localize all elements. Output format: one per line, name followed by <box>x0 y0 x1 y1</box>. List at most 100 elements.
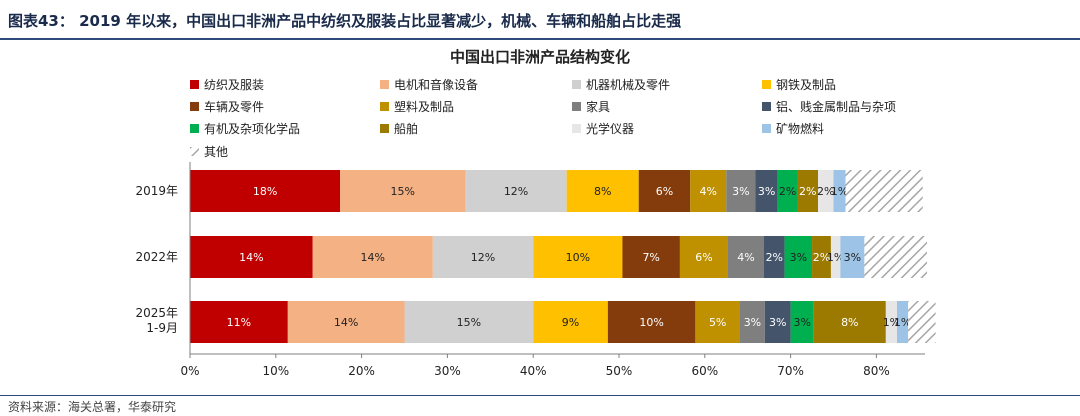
bar-segment-3-4 <box>533 301 608 343</box>
bar-segment-1-10 <box>797 170 819 212</box>
data-label-3-10: 8% <box>841 316 858 329</box>
bar-segment-3-7 <box>739 301 765 343</box>
legend-swatch-5 <box>190 102 199 111</box>
legend-label-3: 机器机械及零件 <box>586 77 670 92</box>
data-label-1-5: 6% <box>656 185 673 198</box>
bar-segment-3-5 <box>607 301 696 343</box>
data-label-1-10: 2% <box>799 185 816 198</box>
data-label-2-4: 10% <box>566 251 590 264</box>
bar-segment-1-5 <box>638 170 691 212</box>
legend-swatch-7 <box>572 102 581 111</box>
x-tick-label-3: 20% <box>348 364 375 378</box>
legend-swatch-8 <box>762 102 771 111</box>
header-divider <box>0 38 1080 40</box>
data-label-3-1: 11% <box>227 316 251 329</box>
data-label-1-7: 3% <box>732 185 749 198</box>
data-label-1-11: 2% <box>817 185 834 198</box>
data-label-1-2: 15% <box>391 185 415 198</box>
data-label-3-4: 9% <box>562 316 579 329</box>
stacked-bar-chart: 中国出口非洲产品结构变化 纺织及服装 电机和音像设备 机器机械及零件 钢铁及制品车辆及… <box>135 48 936 378</box>
legend-label-2: 电机和音像设备 <box>394 77 478 92</box>
bar-segment-1-9 <box>777 170 798 212</box>
bar-segment-1-6 <box>690 170 727 212</box>
legend-label-9: 有机及杂项化学品 <box>204 121 300 136</box>
data-label-2-2: 14% <box>361 251 385 264</box>
bar-segment-2-1 <box>190 236 313 278</box>
data-label-1-6: 4% <box>700 185 717 198</box>
data-label-2-7: 4% <box>737 251 754 264</box>
data-label-3-9: 3% <box>793 316 810 329</box>
legend-label-11: 光学仪器 <box>586 121 634 136</box>
legend-swatch-1 <box>190 80 199 89</box>
data-label-3-11: 1% <box>883 316 900 329</box>
category-label-3-line-2: 1-9月 <box>146 321 178 335</box>
data-label-1-8: 3% <box>758 185 775 198</box>
data-label-2-1: 14% <box>239 251 263 264</box>
data-label-3-8: 3% <box>769 316 786 329</box>
legend-swatch-12 <box>762 124 771 133</box>
bar-segment-2-11 <box>830 236 841 278</box>
legend-swatch-3 <box>572 80 581 89</box>
legend-swatch-9 <box>190 124 199 133</box>
category-label-1: 2019年 <box>135 184 178 198</box>
bar-segment-2-2 <box>312 236 433 278</box>
figure-header: 图表43： 2019 年以来，中国出口非洲产品中纺织及服装占比显著减少，机械、车… <box>0 0 1080 40</box>
bar-segment-2-10 <box>812 236 831 278</box>
bar-segment-1-2 <box>340 170 466 212</box>
data-label-3-12: 1% <box>894 316 911 329</box>
legend-label-10: 船舶 <box>394 121 418 136</box>
bar-segment-3-9 <box>790 301 814 343</box>
legend-label-8: 铝、贱金属制品与杂项 <box>776 99 896 114</box>
bar-segment-2-4 <box>533 236 623 278</box>
data-label-1-12: 1% <box>831 185 848 198</box>
bar-segment-1-12 <box>833 170 846 212</box>
bar-segment-3-6 <box>695 301 740 343</box>
bar-segment-1-4 <box>566 170 639 212</box>
data-label-2-9: 3% <box>790 251 807 264</box>
bar-segment-2-13 <box>864 236 928 278</box>
bar-segment-2-9 <box>784 236 813 278</box>
legend-label-6: 塑料及制品 <box>394 99 454 114</box>
source-divider <box>0 395 1080 396</box>
legend-swatch-6 <box>380 102 389 111</box>
data-label-2-6: 6% <box>695 251 712 264</box>
data-label-3-5: 10% <box>639 316 663 329</box>
bar-segment-1-1 <box>190 170 341 212</box>
bar-segment-3-13 <box>908 301 936 343</box>
legend-swatch-13 <box>190 147 199 156</box>
data-label-2-5: 7% <box>642 251 659 264</box>
legend-label-5: 车辆及零件 <box>204 99 264 114</box>
data-label-2-3: 12% <box>471 251 495 264</box>
bar-segment-3-8 <box>764 301 791 343</box>
data-label-3-2: 14% <box>334 316 358 329</box>
figure-caption: 图表43： 2019 年以来，中国出口非洲产品中纺织及服装占比显著减少，机械、车… <box>8 12 682 30</box>
bar-segment-3-12 <box>896 301 909 343</box>
data-label-2-11: 1% <box>827 251 844 264</box>
legend-swatch-10 <box>380 124 389 133</box>
bar-segment-3-11 <box>885 301 897 343</box>
data-label-1-3: 12% <box>504 185 528 198</box>
bar-segment-2-3 <box>432 236 534 278</box>
x-tick-label-7: 60% <box>691 364 718 378</box>
data-label-2-8: 2% <box>766 251 783 264</box>
legend-label-4: 钢铁及制品 <box>776 78 836 92</box>
data-label-3-6: 5% <box>709 316 726 329</box>
category-label-3-line-1: 2025年 <box>135 306 178 320</box>
bar-segment-2-8 <box>764 236 785 278</box>
legend-swatch-11 <box>572 124 581 133</box>
x-tick-label-4: 30% <box>434 364 461 378</box>
data-label-3-3: 15% <box>457 316 481 329</box>
legend-label-7: 家具 <box>586 99 610 114</box>
data-label-2-10: 2% <box>813 251 830 264</box>
legend-swatch-2 <box>380 80 389 89</box>
bar-segment-3-1 <box>190 301 288 343</box>
bar-segment-1-11 <box>818 170 834 212</box>
source-note: 资料来源：海关总署，华泰研究 <box>8 400 177 414</box>
legend-label-1: 纺织及服装 <box>204 78 264 92</box>
data-label-1-4: 8% <box>594 185 611 198</box>
data-label-3-7: 3% <box>744 316 761 329</box>
x-tick-label-6: 50% <box>606 364 633 378</box>
bar-segment-2-7 <box>727 236 765 278</box>
bar-segment-1-7 <box>726 170 756 212</box>
bar-segment-1-13 <box>845 170 923 212</box>
